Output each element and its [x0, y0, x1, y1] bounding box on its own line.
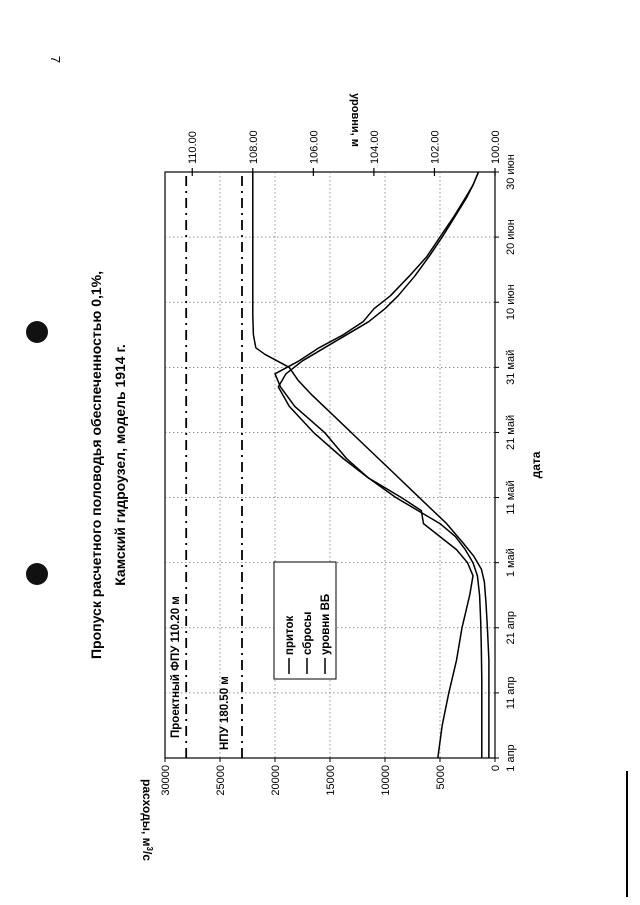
y2-axis-label: уровни, м — [349, 93, 361, 147]
x-tick-label: 1 апр — [505, 744, 517, 771]
fpu-annotation: Проектный ФПУ 110.20 м — [170, 596, 182, 738]
npu-annotation: НПУ 180.50 м — [219, 676, 231, 750]
y2-tick-label: 100.00 — [490, 130, 502, 164]
legend: приток сбросы уровни ВБ — [273, 561, 337, 680]
y2-tick-label: 108.00 — [248, 130, 260, 164]
y-tick-label: 15000 — [325, 765, 337, 796]
series-line-0 — [277, 171, 483, 758]
y-axis-label: расходы, м3/с — [140, 779, 154, 861]
legend-label-inflow: приток — [284, 615, 296, 655]
chart-subtitle: Камский гидроузел, модель 1914 г. — [112, 344, 128, 586]
legend-label-discharge: сбросы — [302, 611, 314, 655]
x-tick-label: 11 апр — [505, 677, 517, 710]
y2-tick-label: 104.00 — [369, 130, 381, 164]
x-tick-label: 31 май — [505, 350, 517, 385]
punch-hole-top — [26, 321, 48, 343]
x-axis-label: дата — [529, 451, 543, 478]
y-tick-label: 10000 — [380, 765, 392, 796]
punch-hole-bottom — [26, 563, 48, 585]
series-line-2 — [252, 172, 490, 758]
chart-title: Пропуск расчетного половодья обеспеченно… — [88, 271, 104, 659]
y-tick-label: 30000 — [160, 765, 172, 796]
y2-tick-label: 102.00 — [429, 130, 441, 164]
y-tick-label: 0 — [490, 765, 502, 771]
x-tick-label: 11 май — [505, 480, 517, 514]
y-tick-label: 20000 — [270, 765, 282, 796]
axes-group: 1 апр 11 апр 21 апр 1 май 11 май 21 май 31 май… — [160, 130, 517, 795]
y2-tick-label: 106.00 — [308, 130, 320, 164]
x-tick-label: 10 июн — [505, 284, 517, 320]
y2-tick-label: 110.00 — [187, 131, 199, 164]
series-group — [185, 171, 490, 759]
legend-label-levels: уровни ВБ — [320, 594, 332, 655]
x-tick-label: 20 июн — [505, 219, 517, 255]
y-tick-label: 25000 — [215, 765, 227, 796]
x-tick-label: 30 июн — [505, 154, 517, 190]
series-line-1 — [274, 171, 480, 759]
x-tick-label: 21 апр — [505, 611, 517, 644]
x-tick-label: 21 май — [505, 415, 517, 450]
scan-edge-line — [626, 771, 628, 897]
y-tick-label: 5000 — [435, 765, 447, 789]
x-tick-label: 1 май — [505, 548, 517, 577]
